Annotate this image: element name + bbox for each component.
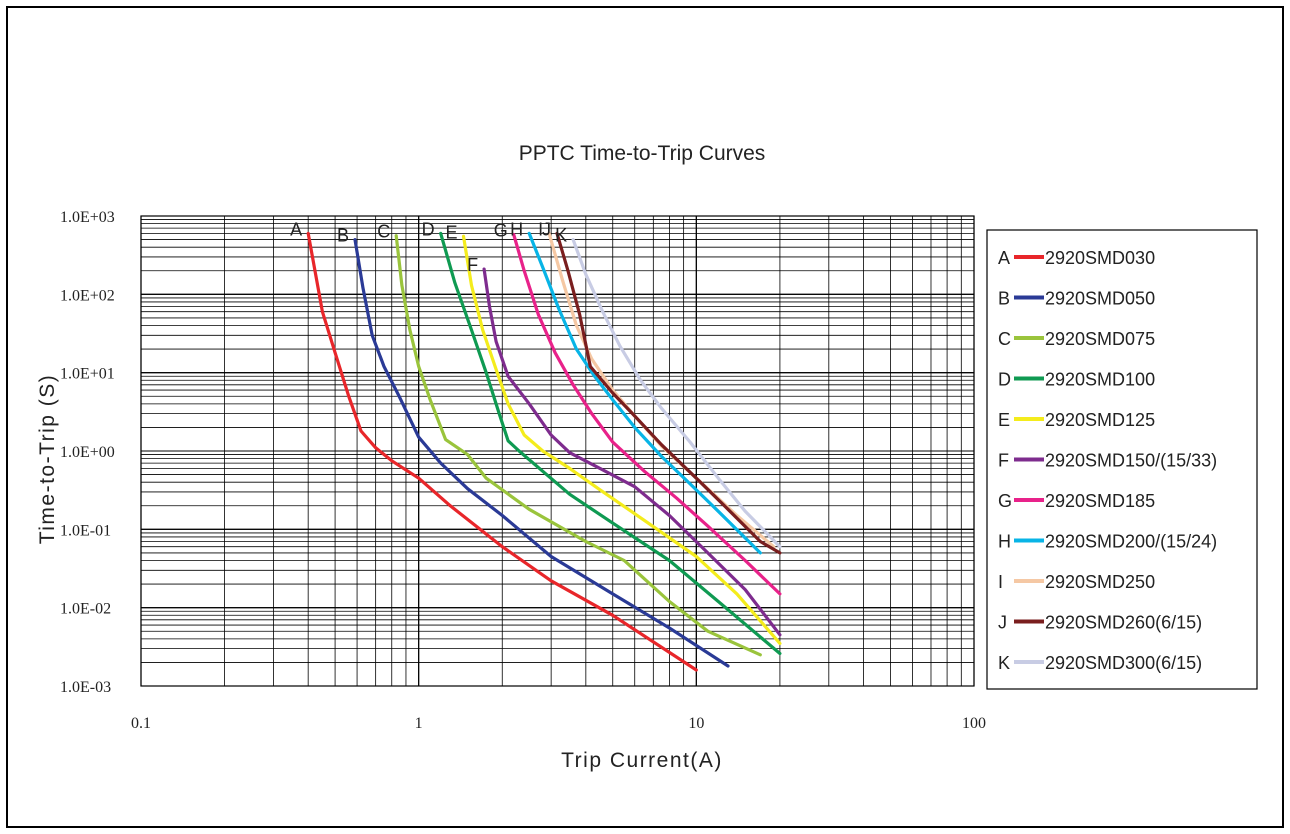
legend-series-name: 2920SMD075: [1045, 329, 1155, 349]
legend-item: A 2920SMD030: [998, 248, 1155, 268]
x-tick-label: 100: [962, 715, 986, 732]
x-tick-label: 1: [415, 715, 423, 732]
legend-series-name: 2920SMD050: [1045, 289, 1155, 309]
series-lines: [306, 231, 782, 672]
y-tick-label: 1.0E-03: [60, 679, 111, 696]
legend-letter: C: [998, 329, 1011, 349]
legend-item: G 2920SMD185: [998, 491, 1155, 511]
legend-letter: E: [998, 410, 1010, 430]
legend-series-name: 2920SMD300(6/15): [1045, 653, 1202, 673]
curve-label-b: B: [337, 226, 349, 246]
series-line-d: [439, 231, 782, 656]
y-tick-label: 1.0E+03: [60, 209, 115, 226]
chart-title: PPTC Time-to-Trip Curves: [519, 142, 766, 165]
series-curve-labels: A B C D EFG H IJ K: [290, 219, 567, 275]
series-line-a: [306, 231, 698, 672]
series-line-f: [482, 267, 782, 637]
legend-item: I 2920SMD250: [998, 572, 1155, 592]
y-axis-label: Time-to-Trip (S): [36, 374, 59, 545]
legend-series-name: 2920SMD030: [1045, 248, 1155, 268]
curve-label-g: G: [494, 221, 508, 241]
x-axis-label: Trip Current(A): [561, 749, 723, 772]
series-line-c: [394, 234, 762, 657]
series-line-j: [555, 231, 782, 555]
chart-canvas: PPTC Time-to-Trip Curves 0.1 1 10 100 1.0E-…: [36, 142, 1258, 772]
chart-frame: PPTC Time-to-Trip Curves 0.1 1 10 100 1.0E-…: [6, 6, 1284, 828]
curve-label-j: J: [542, 219, 551, 239]
legend-letter: A: [998, 248, 1010, 268]
y-tick-label: 1.0E-02: [60, 601, 111, 618]
curve-label-d: D: [422, 219, 435, 239]
legend-series-name: 2920SMD150/(15/33): [1045, 451, 1217, 471]
x-axis-ticks: 0.1 1 10 100: [131, 715, 986, 732]
legend-series-name: 2920SMD260(6/15): [1045, 613, 1202, 633]
y-tick-label: 1.0E+01: [60, 366, 115, 383]
legend-item: H 2920SMD200/(15/24): [998, 532, 1217, 552]
curve-label-k: K: [555, 226, 567, 246]
legend-item: K 2920SMD300(6/15): [998, 653, 1202, 673]
legend-letter: G: [998, 491, 1012, 511]
legend-series-name: 2920SMD200/(15/24): [1045, 532, 1217, 552]
legend-item: J 2920SMD260(6/15): [998, 613, 1202, 633]
curve-label-e: E: [445, 222, 457, 242]
legend-item: C 2920SMD075: [998, 329, 1155, 349]
legend: A 2920SMD030 B 2920SMD050 C 2920SMD075 D 2920SM…: [986, 229, 1258, 690]
y-axis-ticks: 1.0E-03 1.0E-02 1.0E-01 1.0E+00 1.0E+01 1.0E+…: [60, 209, 115, 696]
legend-letter: H: [998, 532, 1011, 552]
series-line-h: [527, 231, 762, 555]
series-line-e: [461, 234, 782, 645]
legend-letter: J: [998, 613, 1007, 633]
series-line-k: [571, 238, 782, 549]
legend-letter: B: [998, 289, 1010, 309]
y-tick-label: 1.0E-01: [60, 522, 111, 539]
legend-item: E 2920SMD125: [998, 410, 1155, 430]
series-line-b: [353, 238, 730, 668]
curve-label-a: A: [290, 219, 302, 239]
curve-label-f: F: [467, 255, 478, 275]
legend-item: D 2920SMD100: [998, 370, 1155, 390]
legend-letter: F: [998, 451, 1009, 471]
y-tick-label: 1.0E+02: [60, 287, 115, 304]
legend-series-name: 2920SMD100: [1045, 370, 1155, 390]
series-line-g: [512, 232, 782, 596]
legend-letter: D: [998, 370, 1011, 390]
curve-label-i: I: [538, 219, 543, 239]
legend-item: B 2920SMD050: [998, 289, 1155, 309]
legend-series-name: 2920SMD125: [1045, 410, 1155, 430]
curve-label-c: C: [377, 222, 390, 242]
legend-series-name: 2920SMD185: [1045, 491, 1155, 511]
curve-label-h: H: [510, 219, 523, 239]
plot-grid: [140, 215, 975, 687]
legend-item: F 2920SMD150/(15/33): [998, 451, 1217, 471]
legend-letter: I: [998, 572, 1003, 592]
x-tick-label: 10: [688, 715, 704, 732]
y-tick-label: 1.0E+00: [60, 444, 115, 461]
legend-series-name: 2920SMD250: [1045, 572, 1155, 592]
x-tick-label: 0.1: [131, 715, 151, 732]
legend-letter: K: [998, 653, 1010, 673]
